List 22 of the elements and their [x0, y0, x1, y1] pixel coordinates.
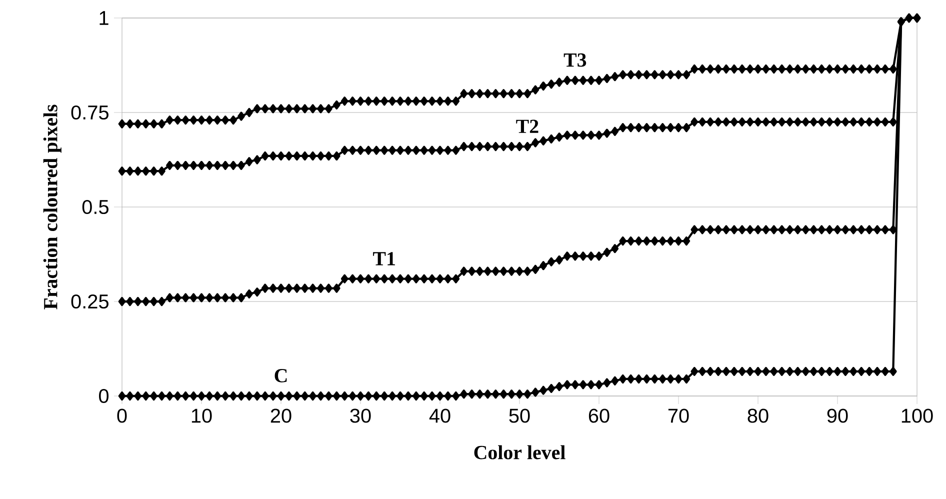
series-label: T1 — [373, 252, 395, 266]
series-label: T3 — [564, 53, 586, 67]
x-tick-label: 0 — [117, 408, 127, 423]
x-tick-label: 100 — [902, 408, 933, 423]
y-tick-label: 0.25 — [71, 294, 108, 309]
x-tick-label: 70 — [668, 408, 689, 423]
series-label: T2 — [516, 120, 538, 133]
y-tick-label: 0 — [99, 388, 109, 404]
x-tick-label: 50 — [509, 408, 530, 423]
y-tick-label: 0.5 — [82, 200, 108, 214]
x-tick-label: 90 — [827, 408, 848, 423]
x-tick-label: 40 — [429, 408, 450, 423]
x-tick-label: 30 — [350, 408, 371, 423]
y-tick-label: 1 — [100, 11, 108, 25]
x-tick-label: 80 — [748, 408, 768, 423]
x-tick-label: 20 — [270, 408, 292, 423]
series-label: C — [274, 369, 287, 382]
x-tick-label: 60 — [588, 408, 610, 423]
x-axis-title: Color level — [474, 445, 566, 460]
x-tick-label: 10 — [192, 408, 212, 423]
y-axis-title: Fraction coloured pixels — [43, 104, 62, 310]
y-tick-label: 0.75 — [71, 105, 108, 120]
